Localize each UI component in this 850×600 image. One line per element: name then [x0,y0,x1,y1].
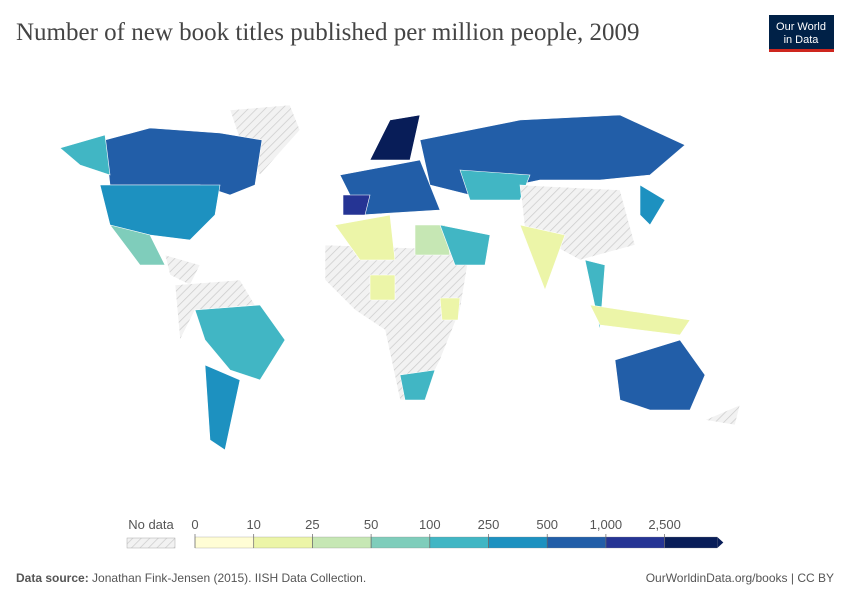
legend-swatch [429,536,489,549]
legend-tick-label: 250 [478,517,500,532]
legend: No data 0 10 25 50 100 250 500 1,000 2,500 [126,517,724,549]
logo: Our World in Data [769,15,834,52]
legend-swatch [664,536,718,549]
legend-swatch [605,536,665,549]
legend-arrow [717,537,724,548]
legend-swatch [488,536,548,549]
source: Data source: Jonathan Fink-Jensen (2015)… [16,571,366,585]
legend-tick-label: 0 [191,517,198,532]
title: Number of new book titles published per … [16,19,640,46]
no-data-swatch [126,537,176,549]
logo-line: Our World [776,21,826,33]
legend-swatch [312,536,372,549]
url: OurWorldinData.org/books | CC BY [646,571,834,585]
legend-tick-label: 25 [305,517,319,532]
legend-swatch [253,536,313,549]
world-map [59,104,741,451]
source-label: Data source: [16,571,89,585]
legend-swatch [370,536,430,549]
legend-tick-label: 1,000 [590,517,623,532]
source-text: Jonathan Fink-Jensen (2015). IISH Data C… [92,571,366,585]
legend-tick-label: 50 [364,517,378,532]
legend-tick-label: 100 [419,517,441,532]
legend-tick-label: 2,500 [648,517,681,532]
legend-tick-label: 10 [246,517,260,532]
logo-line: in Data [784,34,820,46]
legend-swatch [547,536,607,549]
legend-tick-label: 500 [536,517,558,532]
no-data-label: No data [128,517,174,532]
legend-swatch [194,536,254,549]
